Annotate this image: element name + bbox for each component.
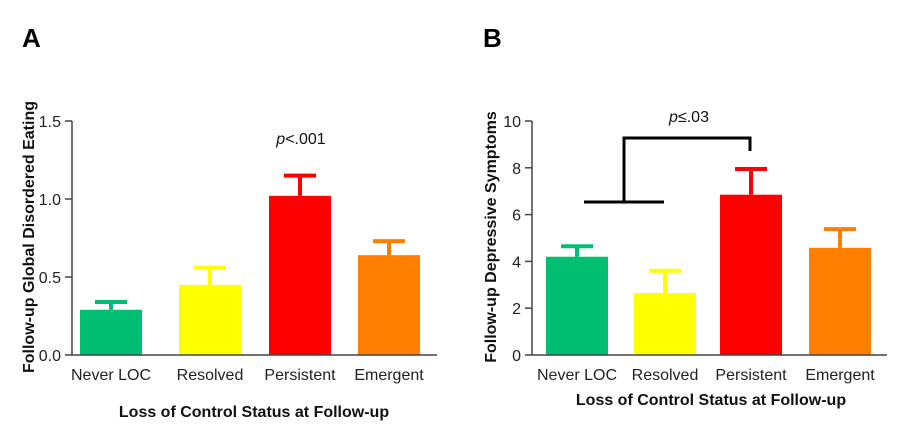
panel-a-bar-1 xyxy=(179,284,241,355)
panel-a-bar-3 xyxy=(358,255,420,355)
panel-b-bar-1 xyxy=(634,292,696,355)
panel-b-bar-0 xyxy=(546,256,608,355)
panel-b-y-tick-label-0: 0 xyxy=(512,348,521,365)
panel-a-y-tick-label-0: 0.0 xyxy=(39,348,61,365)
panel-a-letter: A xyxy=(22,23,41,53)
panel-a-p-value-annotation: p<.001 xyxy=(275,131,325,148)
panel-a-category-label-0: Never LOC xyxy=(71,367,151,384)
panel-b-y-axis-label: Follow-up Depressive Symptoms xyxy=(483,111,500,363)
panel-b-y-tick-label-2: 4 xyxy=(512,254,521,271)
panel-b-y-tick-label-4: 8 xyxy=(512,161,521,178)
panel-b-x-axis-label: Loss of Control Status at Follow-up xyxy=(576,392,846,409)
panel-b-bar-2 xyxy=(720,194,782,355)
panel-a-y-tick-label-2: 1.0 xyxy=(39,192,61,209)
panel-a: A Follow-up Global Disordered Eating Los… xyxy=(21,23,437,421)
panel-a-axes: 0.0 0.5 1.0 1.5 xyxy=(39,114,437,365)
panel-a-category-label-1: Resolved xyxy=(177,367,244,384)
panel-a-y-axis-label: Follow-up Global Disordered Eating xyxy=(21,101,38,373)
panel-a-y-tick-label-1: 0.5 xyxy=(39,270,61,287)
panel-b-y-tick-label-1: 2 xyxy=(512,301,521,318)
panel-b-category-label-0: Never LOC xyxy=(537,367,617,384)
panel-b-y-tick-label-3: 6 xyxy=(512,208,521,225)
panel-b-category-label-2: Persistent xyxy=(715,367,787,384)
panel-a-bar-2 xyxy=(269,195,331,355)
panel-b-significance-bracket xyxy=(584,136,752,204)
panel-b-bar-3 xyxy=(809,247,871,355)
panel-a-x-axis-label: Loss of Control Status at Follow-up xyxy=(119,404,389,421)
panel-b-p-value-annotation: p≤.03 xyxy=(668,109,709,126)
panel-a-y-tick-label-3: 1.5 xyxy=(39,114,61,131)
panel-b-category-label-1: Resolved xyxy=(632,367,699,384)
panel-a-category-label-2: Persistent xyxy=(264,367,336,384)
panel-a-category-label-3: Emergent xyxy=(354,367,424,384)
panel-b-letter: B xyxy=(483,23,502,53)
panel-a-bars: Never LOC Resolved Persistent Emergent xyxy=(71,173,424,384)
panel-b-bars: Never LOC Resolved Persistent Emergent xyxy=(537,166,875,384)
panel-b-axes: 0 2 4 6 8 10 xyxy=(503,114,887,365)
panel-a-bar-0 xyxy=(80,309,142,355)
panel-b-category-label-3: Emergent xyxy=(805,367,875,384)
panel-b-y-tick-label-5: 10 xyxy=(503,114,521,131)
panel-b: B Follow-up Depressive Symptoms Loss of … xyxy=(483,23,887,409)
